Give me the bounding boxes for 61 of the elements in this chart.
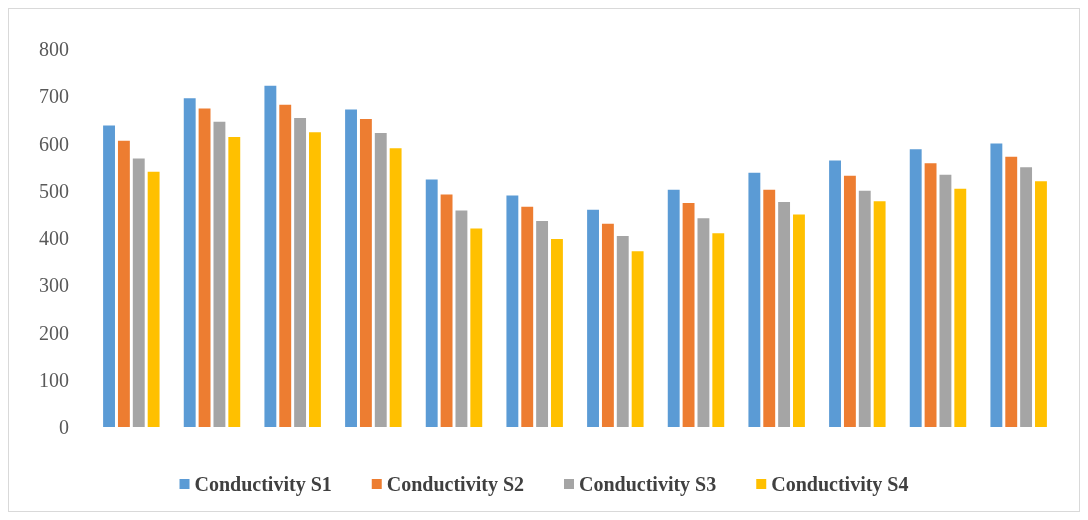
bar — [712, 233, 725, 427]
bar — [345, 109, 357, 427]
bar — [374, 133, 387, 427]
y-tick-label: 200 — [39, 321, 69, 344]
bar — [990, 143, 1003, 427]
y-tick-label: 400 — [39, 227, 69, 249]
bar — [117, 140, 130, 427]
y-tick-label: 300 — [39, 274, 69, 297]
bar — [909, 149, 922, 427]
bar — [183, 98, 196, 427]
bar — [264, 85, 277, 427]
bar — [763, 189, 776, 427]
bar — [521, 206, 534, 427]
bar — [601, 223, 614, 427]
bar — [294, 117, 307, 427]
bar — [1035, 181, 1047, 427]
bar — [228, 136, 241, 427]
bar — [309, 132, 321, 427]
bar — [873, 201, 886, 427]
bar — [587, 209, 599, 427]
bar — [455, 210, 468, 427]
bar — [697, 218, 710, 427]
bar — [198, 108, 211, 427]
bar — [667, 189, 680, 427]
bar — [506, 195, 519, 427]
legend-label: Conductivity S4 — [771, 473, 909, 496]
bar — [213, 121, 226, 427]
y-tick-label: 800 — [39, 38, 69, 60]
bar — [778, 202, 791, 427]
bar — [132, 158, 145, 427]
bar — [829, 160, 841, 427]
bar — [551, 238, 563, 427]
bar — [425, 179, 438, 427]
bar — [939, 174, 952, 427]
y-tick-label: 500 — [39, 179, 69, 202]
bar — [748, 172, 761, 427]
y-tick-label: 600 — [39, 132, 69, 155]
legend-label: Conductivity S2 — [386, 473, 524, 496]
y-tick-label: 100 — [39, 368, 69, 391]
bar — [682, 203, 695, 427]
bar — [389, 148, 402, 427]
bar — [359, 118, 372, 427]
bar — [631, 251, 644, 427]
bar — [147, 171, 160, 427]
bar — [103, 125, 115, 427]
bar — [616, 236, 629, 427]
y-tick-label: 700 — [39, 85, 69, 108]
bar — [279, 104, 292, 427]
bar — [843, 175, 856, 427]
bar — [1020, 167, 1033, 427]
bar — [440, 194, 453, 427]
bar — [954, 188, 967, 427]
bar — [793, 214, 805, 427]
bar — [924, 163, 937, 427]
legend-label: Conductivity S1 — [194, 473, 332, 496]
bar — [858, 190, 871, 427]
bar — [1005, 156, 1018, 427]
y-tick-label: 0 — [59, 416, 69, 438]
bar — [470, 228, 483, 427]
legend-label: Conductivity S3 — [579, 473, 717, 496]
bar — [536, 220, 549, 427]
